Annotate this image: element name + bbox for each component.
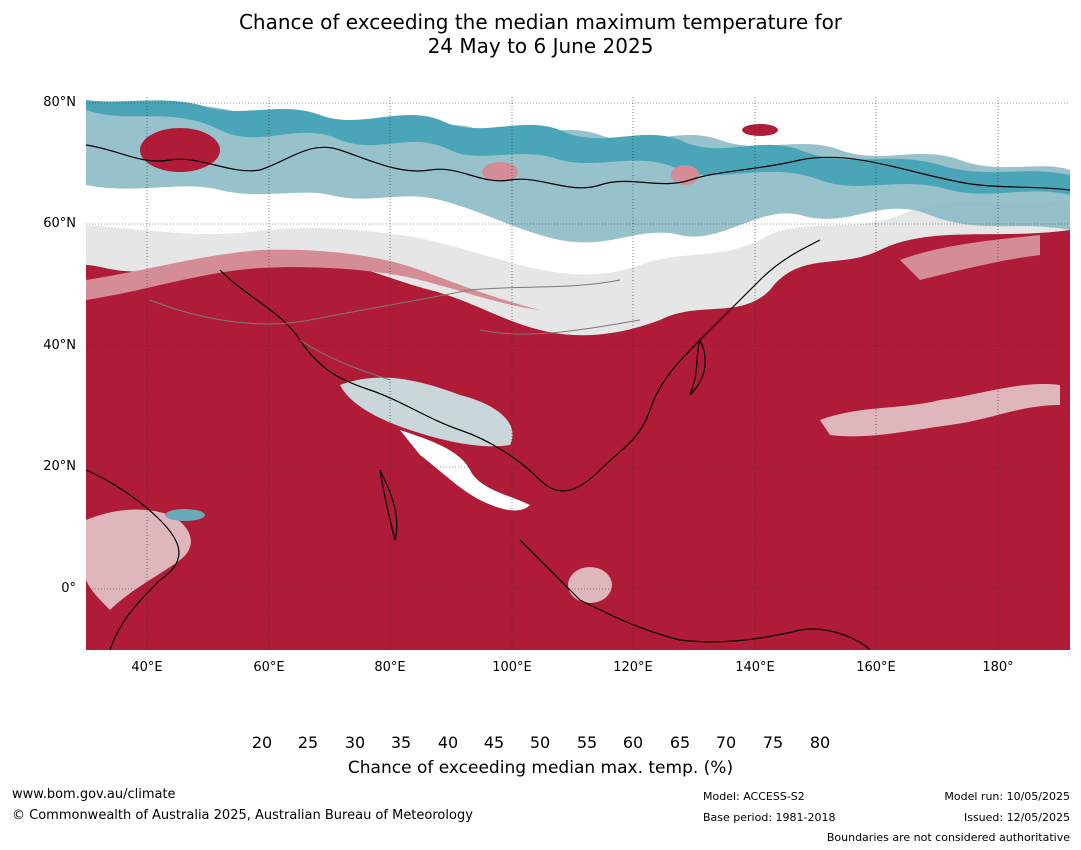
colorbar-tick: 25 bbox=[297, 733, 319, 752]
lat-label-20n: 20°N bbox=[43, 459, 76, 474]
map-blob-arctic bbox=[742, 124, 778, 136]
footer-website[interactable]: www.bom.gov.au/climate bbox=[12, 787, 176, 802]
footer-model-run: Model run: 10/05/2025 bbox=[944, 790, 1070, 803]
map-blob-arabian-sea bbox=[165, 509, 205, 521]
lat-label-40n: 40°N bbox=[43, 338, 76, 353]
map-region-himalaya bbox=[400, 430, 530, 511]
border-mongolia bbox=[479, 319, 641, 335]
colorbar-tick: 70 bbox=[715, 733, 737, 752]
lon-label-160e: 160°E bbox=[856, 660, 896, 675]
map-region-pacific-streak bbox=[820, 383, 1060, 437]
footer-issued: Issued: 12/05/2025 bbox=[963, 811, 1070, 824]
coastline-japan bbox=[689, 338, 706, 396]
map-region-borneo bbox=[568, 567, 612, 603]
probability-map bbox=[86, 97, 1070, 650]
colorbar-label: Chance of exceeding median max. temp. (%… bbox=[347, 758, 734, 778]
coastline-india bbox=[379, 469, 398, 541]
colorbar-tick: 40 bbox=[437, 733, 459, 752]
lat-label-60n: 60°N bbox=[43, 216, 76, 231]
colorbar-tick: 80 bbox=[809, 733, 831, 752]
lat-label-0: 0° bbox=[61, 581, 76, 596]
lon-label-60e: 60°E bbox=[253, 660, 285, 675]
colorbar-tick: 50 bbox=[529, 733, 551, 752]
lat-label-80n: 80°N bbox=[43, 95, 76, 110]
colorbar-tick: 20 bbox=[251, 733, 273, 752]
coastline-arctic bbox=[86, 144, 1070, 191]
map-blob-scandinavia bbox=[140, 128, 220, 172]
map-title-line1: Chance of exceeding the median maximum t… bbox=[238, 10, 843, 34]
colorbar-tick: 45 bbox=[483, 733, 505, 752]
map-title-line2: 24 May to 6 June 2025 bbox=[427, 34, 654, 58]
lon-label-140e: 140°E bbox=[735, 660, 775, 675]
colorbar-tick: 65 bbox=[669, 733, 691, 752]
coastline-asia-east bbox=[219, 239, 821, 492]
footer-base-period: Base period: 1981-2018 bbox=[703, 811, 836, 824]
colorbar-tick: 30 bbox=[344, 733, 366, 752]
coastline-indonesia bbox=[519, 539, 871, 650]
colorbar-tick: 55 bbox=[576, 733, 598, 752]
lon-label-180: 180° bbox=[982, 660, 1014, 675]
coastline-africa bbox=[86, 469, 180, 650]
footer-model: Model: ACCESS-S2 bbox=[703, 790, 805, 803]
map-region-lowest-chance-north bbox=[86, 100, 1070, 195]
colorbar-tick: 75 bbox=[762, 733, 784, 752]
colorbar-tick: 60 bbox=[622, 733, 644, 752]
lon-label-80e: 80°E bbox=[374, 660, 406, 675]
map-blob-siberia-west bbox=[482, 162, 518, 182]
map-region-africa-east bbox=[86, 509, 191, 610]
map-transition-pink bbox=[86, 249, 540, 310]
footer-copyright: © Commonwealth of Australia 2025, Austra… bbox=[12, 808, 473, 823]
colorbar-tick: 35 bbox=[390, 733, 412, 752]
lon-label-120e: 120°E bbox=[613, 660, 653, 675]
lon-label-100e: 100°E bbox=[492, 660, 532, 675]
map-blob-siberia-east bbox=[671, 165, 699, 185]
footer-disclaimer: Boundaries are not considered authoritat… bbox=[826, 831, 1070, 844]
lon-label-40e: 40°E bbox=[131, 660, 163, 675]
map-region-pacific-north bbox=[900, 235, 1040, 280]
